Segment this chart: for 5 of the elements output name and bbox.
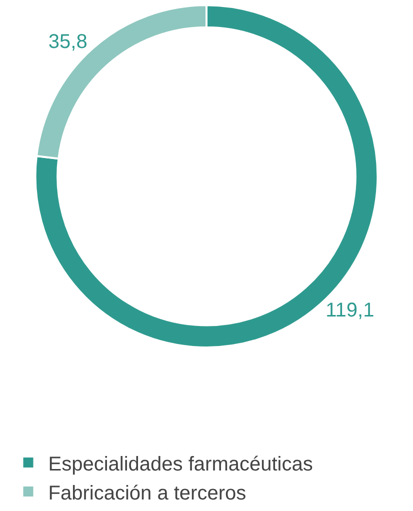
donut-slice (34, 4, 379, 348)
legend-label: Fabricación a terceros (48, 482, 246, 504)
legend-label: Especialidades farmacéuticas (48, 453, 313, 476)
data-label: 119,1 (326, 299, 374, 322)
data-label: 35,8 (48, 31, 88, 54)
